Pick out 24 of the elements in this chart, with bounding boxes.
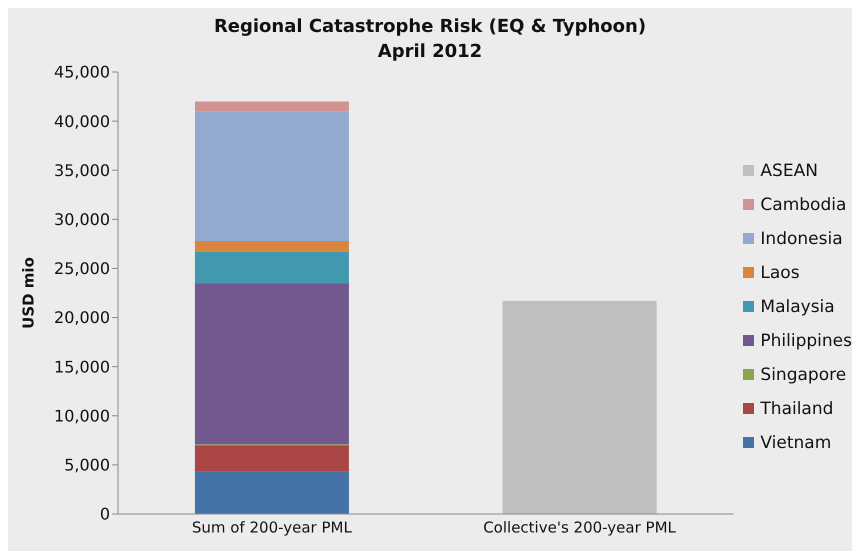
y-tick-label: 45,000 bbox=[54, 62, 110, 82]
y-tick-label: 10,000 bbox=[54, 406, 110, 426]
y-tick-label: 5,000 bbox=[64, 456, 110, 475]
legend-label: Indonesia bbox=[760, 228, 843, 248]
legend-label: Laos bbox=[760, 262, 800, 282]
y-tick-label: 40,000 bbox=[54, 112, 110, 131]
y-tick-label: 30,000 bbox=[54, 210, 110, 230]
legend-label: Malaysia bbox=[760, 296, 835, 316]
y-tick-label: 15,000 bbox=[54, 357, 110, 376]
legend-label: Vietnam bbox=[760, 432, 832, 452]
chart-subtitle: April 2012 bbox=[376, 40, 484, 64]
legend-label: Cambodia bbox=[760, 194, 846, 214]
legend-label: Thailand bbox=[760, 398, 834, 418]
y-tick-label: 0 bbox=[100, 504, 110, 524]
x-tick-label: Sum of 200-year PML bbox=[192, 518, 352, 537]
legend-label: Singapore bbox=[760, 364, 846, 384]
legend-label: Philippines bbox=[760, 330, 852, 350]
chart-title: Regional Catastrophe Risk (EQ & Typhoon) bbox=[212, 15, 648, 39]
x-tick-label: Collective's 200-year PML bbox=[483, 518, 677, 537]
y-axis-title: USD mio bbox=[19, 257, 38, 329]
legend-label: ASEAN bbox=[760, 160, 818, 180]
y-tick-label: 25,000 bbox=[54, 259, 110, 278]
y-tick-label: 35,000 bbox=[54, 160, 110, 180]
y-tick-label: 20,000 bbox=[54, 308, 110, 328]
